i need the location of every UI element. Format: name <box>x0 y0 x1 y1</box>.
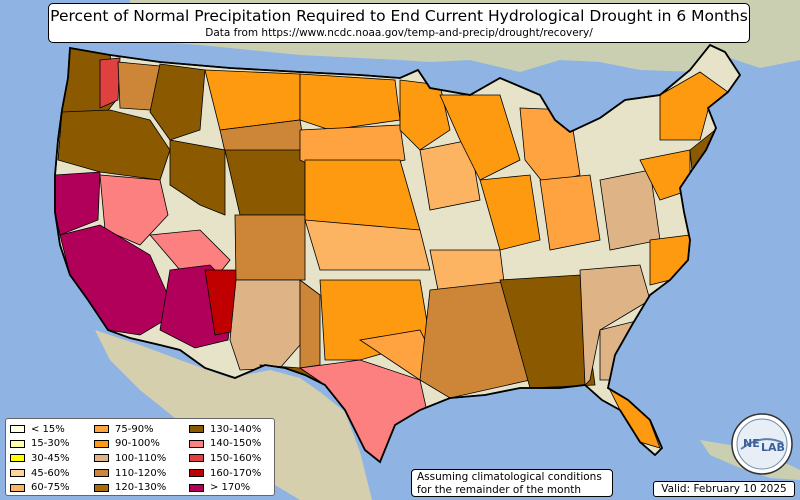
legend-item: 140-150% <box>189 437 261 452</box>
legend-item: 110-120% <box>94 466 166 481</box>
legend-swatch <box>94 469 109 478</box>
legend-swatch <box>10 425 25 434</box>
legend-label: 90-100% <box>115 438 160 450</box>
legend-item: 150-160% <box>189 451 261 466</box>
legend-swatch <box>10 483 25 492</box>
legend-item: 160-170% <box>189 466 261 481</box>
legend-swatch <box>189 454 204 463</box>
region-mississippi-alabama <box>499 274 596 389</box>
legend: < 15% 15-30% 30-45% 45-60% 60-75% 75-90%… <box>5 418 275 496</box>
valid-date: Valid: February 10 2025 <box>653 481 795 497</box>
legend-label: < 15% <box>31 423 65 435</box>
legend-swatch <box>94 439 109 448</box>
legend-item: 60-75% <box>10 480 70 495</box>
legend-swatch <box>10 454 25 463</box>
legend-item: 30-45% <box>10 451 70 466</box>
region-idaho <box>149 63 206 141</box>
legend-label: 45-60% <box>31 467 70 479</box>
legend-label: 110-120% <box>115 467 167 479</box>
region-illinois <box>479 174 541 251</box>
assumption-note: Assuming climatological conditions for t… <box>411 469 613 497</box>
region-oregon <box>57 109 171 181</box>
mexico-landmass <box>95 330 372 500</box>
region-utah-north <box>169 139 226 216</box>
region-kansas <box>304 219 431 271</box>
legend-column-3: 130-140% 140-150% 150-160% 160-170% > 17… <box>189 422 261 495</box>
legend-item: 130-140% <box>189 422 261 437</box>
legend-label: 140-150% <box>210 438 262 450</box>
region-wisconsin <box>439 94 521 181</box>
legend-item: 100-110% <box>94 451 166 466</box>
region-new-mexico <box>229 279 301 371</box>
map-title: Percent of Normal Precipitation Required… <box>50 7 748 25</box>
legend-label: 60-75% <box>31 482 70 494</box>
legend-label: 30-45% <box>31 452 70 464</box>
logo-text-right: LAB <box>761 441 785 454</box>
map-subtitle: Data from https://www.ncdc.noaa.gov/temp… <box>205 27 593 39</box>
legend-label: 160-170% <box>210 467 262 479</box>
legend-label: 75-90% <box>115 423 154 435</box>
legend-label: 15-30% <box>31 438 70 450</box>
legend-swatch <box>189 483 204 492</box>
region-nevada <box>99 174 169 246</box>
region-iowa <box>419 139 481 211</box>
legend-swatch <box>10 439 25 448</box>
legend-item: > 170% <box>189 480 261 495</box>
legend-label: 130-140% <box>210 423 262 435</box>
title-box: Percent of Normal Precipitation Required… <box>48 3 750 43</box>
legend-label: 100-110% <box>115 452 167 464</box>
legend-item: 120-130% <box>94 480 166 495</box>
legend-label: 120-130% <box>115 482 167 494</box>
legend-item: 45-60% <box>10 466 70 481</box>
region-california-north <box>55 171 101 236</box>
logo-text-left: NE <box>743 437 760 450</box>
legend-label: 150-160% <box>210 452 262 464</box>
region-montana-west <box>204 69 301 131</box>
legend-item: 90-100% <box>94 437 166 452</box>
legend-swatch <box>189 425 204 434</box>
legend-swatch <box>189 469 204 478</box>
legend-swatch <box>94 483 109 492</box>
legend-swatch <box>189 439 204 448</box>
region-colorado <box>234 214 306 281</box>
region-indiana-ohio <box>539 174 601 251</box>
legend-item: 75-90% <box>94 422 166 437</box>
note-line-1: Assuming climatological conditions <box>417 471 602 483</box>
nex-lab-logo: NE LAB <box>731 413 793 475</box>
region-nm-east <box>299 279 321 369</box>
legend-column-2: 75-90% 90-100% 100-110% 110-120% 120-130… <box>94 422 166 495</box>
region-cascade <box>99 57 121 109</box>
legend-swatch <box>94 425 109 434</box>
legend-swatch <box>94 454 109 463</box>
legend-item: < 15% <box>10 422 70 437</box>
region-montana-east <box>299 73 401 131</box>
legend-swatch <box>10 469 25 478</box>
note-line-2: for the remainder of the month <box>417 483 582 496</box>
legend-column-1: < 15% 15-30% 30-45% 45-60% 60-75% <box>10 422 70 495</box>
legend-item: 15-30% <box>10 437 70 452</box>
legend-label: > 170% <box>210 482 251 494</box>
drought-regions <box>55 47 729 462</box>
